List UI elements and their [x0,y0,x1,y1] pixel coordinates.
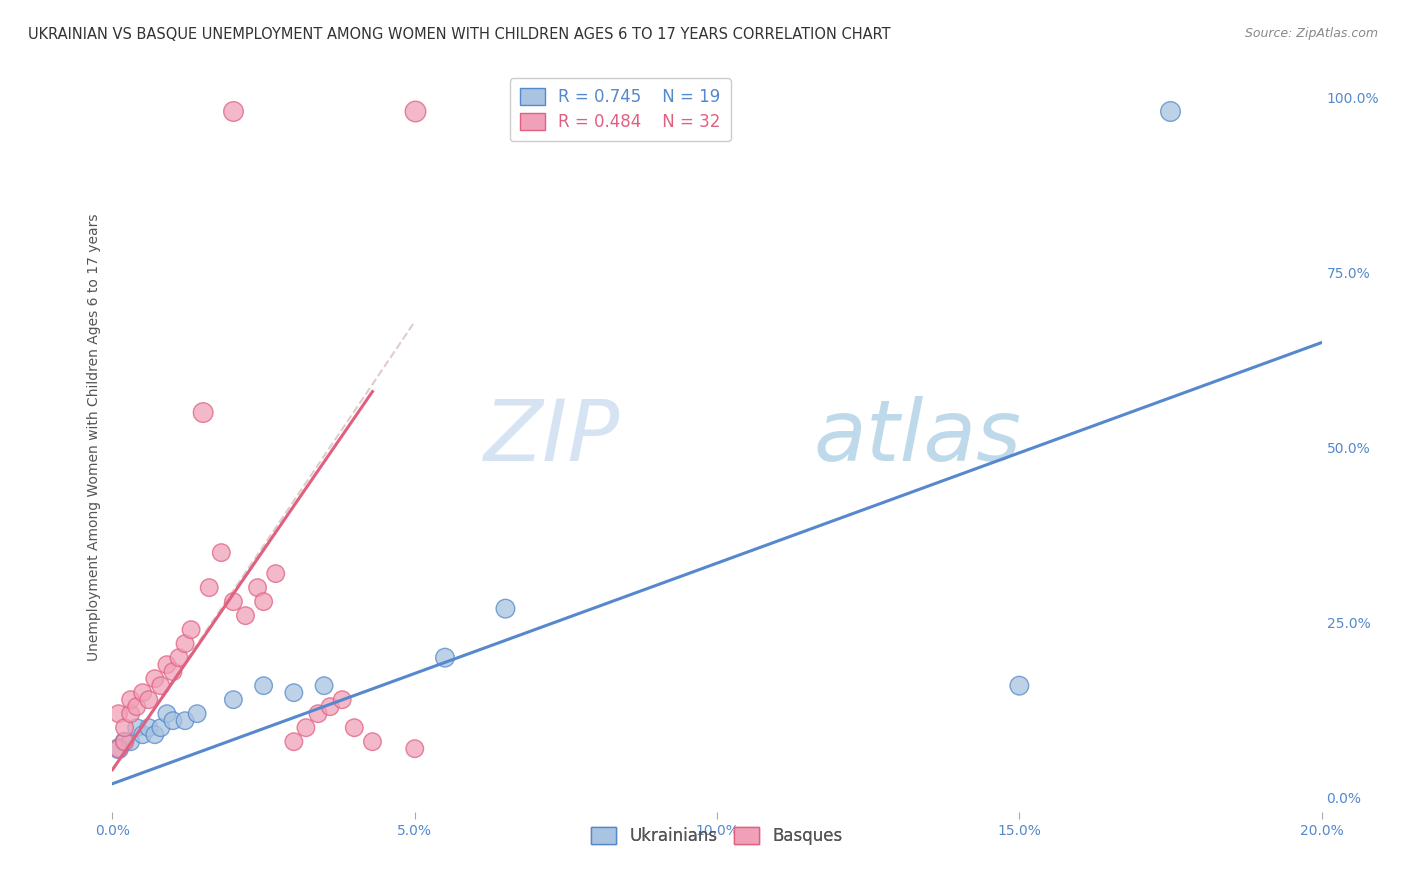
Point [125,721,148,735]
Point [114,734,136,748]
Point [186,706,208,721]
Point [162,714,184,728]
Point [1159,104,1181,119]
Point [283,734,305,748]
Point [132,686,155,700]
Point [180,623,202,637]
Text: UKRAINIAN VS BASQUE UNEMPLOYMENT AMONG WOMEN WITH CHILDREN AGES 6 TO 17 YEARS CO: UKRAINIAN VS BASQUE UNEMPLOYMENT AMONG W… [28,27,891,42]
Point [149,721,172,735]
Point [120,734,142,748]
Point [120,692,142,706]
Point [149,679,172,693]
Point [314,679,336,693]
Point [156,657,179,672]
Point [114,734,136,748]
Point [222,104,245,119]
Point [114,721,136,735]
Point [125,699,148,714]
Point [222,692,245,706]
Point [361,734,384,748]
Point [132,728,155,742]
Point [143,728,166,742]
Point [330,692,353,706]
Point [156,706,179,721]
Point [167,650,190,665]
Point [162,665,184,679]
Point [404,104,426,119]
Point [295,721,318,735]
Point [138,692,160,706]
Point [495,601,517,615]
Point [174,714,197,728]
Point [404,741,426,756]
Point [107,741,129,756]
Text: atlas: atlas [814,395,1022,479]
Point [174,637,197,651]
Legend: Ukrainians, Basques: Ukrainians, Basques [585,821,849,852]
Point [107,741,129,756]
Text: ZIP: ZIP [484,395,620,479]
Text: Source: ZipAtlas.com: Source: ZipAtlas.com [1244,27,1378,40]
Point [319,699,342,714]
Point [343,721,366,735]
Point [246,581,269,595]
Point [107,706,129,721]
Point [191,406,214,420]
Y-axis label: Unemployment Among Women with Children Ages 6 to 17 years: Unemployment Among Women with Children A… [87,213,101,661]
Point [283,686,305,700]
Point [433,650,456,665]
Point [307,706,329,721]
Point [253,594,276,608]
Point [1008,679,1031,693]
Point [253,679,276,693]
Point [264,566,287,581]
Point [209,546,232,560]
Point [222,594,245,608]
Point [120,706,142,721]
Point [198,581,221,595]
Point [138,721,160,735]
Point [235,608,257,623]
Point [143,672,166,686]
